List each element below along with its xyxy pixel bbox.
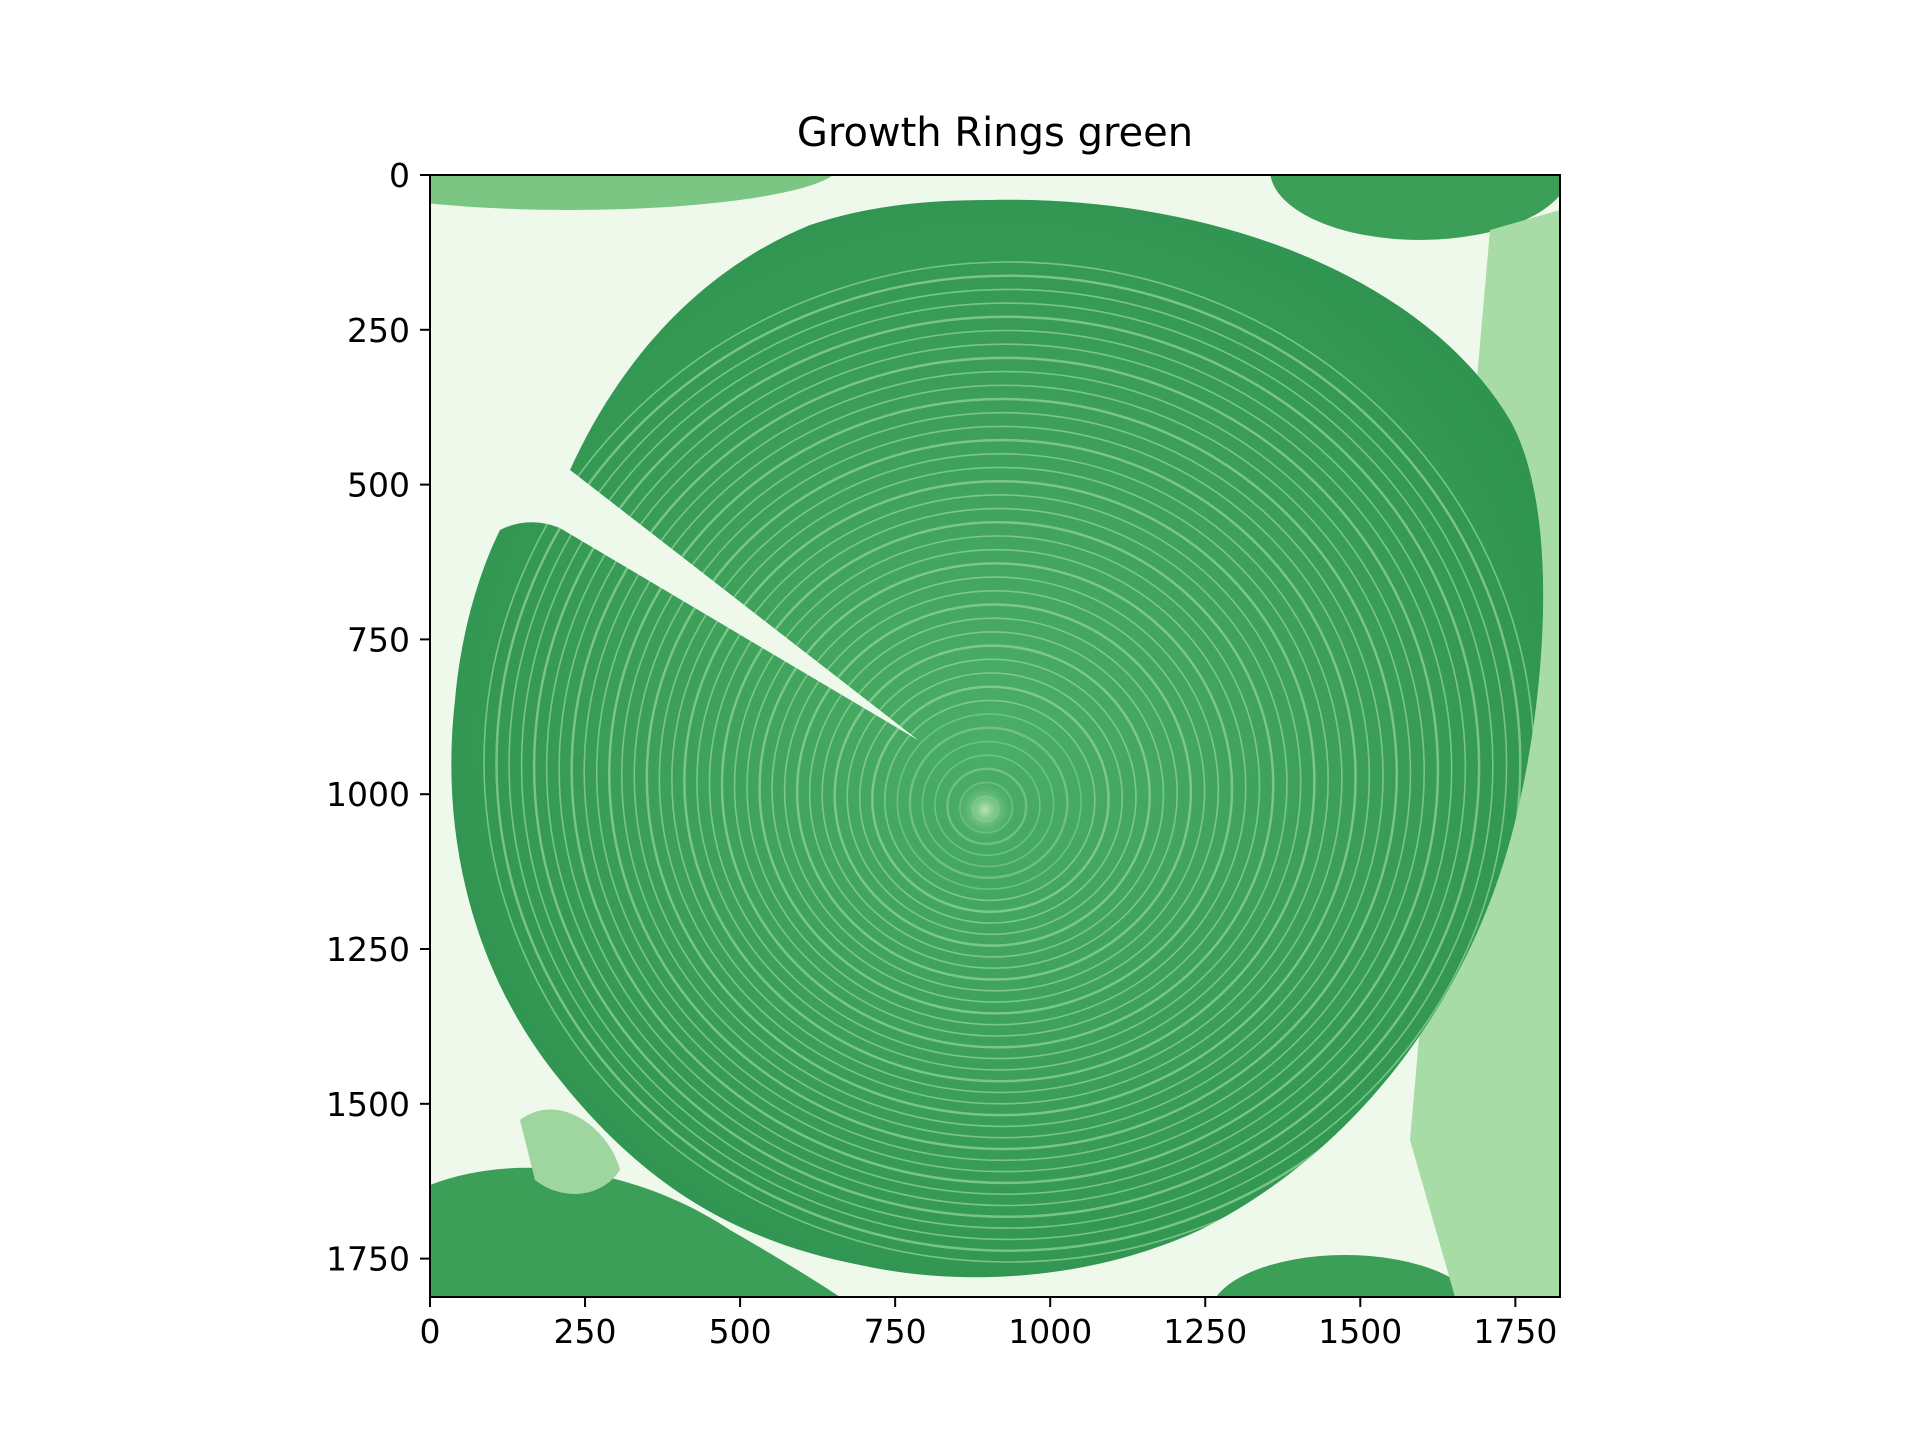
growth-ring: [921, 740, 1055, 868]
growth-ring: [583, 370, 1426, 1173]
x-tick-label: 250: [554, 1312, 617, 1351]
growth-ring: [908, 726, 1069, 880]
growth-ring: [821, 631, 1165, 958]
growth-ring: [683, 479, 1316, 1083]
neighbor-log-top-right: [1270, 175, 1560, 240]
growth-ring: [871, 685, 1110, 913]
growth-ring: [771, 576, 1220, 1003]
growth-ring: [733, 535, 1261, 1037]
growth-ring: [558, 343, 1453, 1196]
axes-frame: [429, 174, 1561, 1298]
growth-ring: [545, 329, 1467, 1207]
log-body: [451, 199, 1544, 1278]
neighbor-log-bottom-right: [1216, 1255, 1474, 1297]
y-tick-label: 1000: [326, 775, 410, 814]
debris-bottom-left: [520, 1109, 620, 1194]
y-tick-label: 750: [347, 620, 410, 659]
growth-ring: [795, 603, 1193, 981]
growth-ring: [645, 438, 1357, 1117]
growth-ring: [783, 589, 1206, 992]
growth-ring: [696, 494, 1302, 1071]
growth-ring: [508, 288, 1508, 1241]
growth-ring: [608, 397, 1398, 1151]
x-tick-label: 1500: [1318, 1312, 1402, 1351]
pith: [953, 778, 1017, 842]
x-tick-label: 1000: [1008, 1312, 1092, 1351]
growth-ring: [708, 507, 1288, 1060]
growth-ring: [808, 617, 1178, 970]
main-log: [451, 199, 1544, 1278]
growth-ring: [758, 562, 1234, 1015]
growth-ring: [934, 754, 1041, 857]
growth-ring: [520, 302, 1494, 1229]
growth-rings: [483, 261, 1535, 1263]
growth-ring: [495, 274, 1522, 1252]
x-tick-label: 500: [709, 1312, 772, 1351]
x-axis: 0 250 500 750 1000 1250 1500 1750: [420, 1297, 1557, 1351]
x-tick-label: 0: [420, 1312, 441, 1351]
growth-ring: [846, 658, 1137, 936]
x-tick-label: 1250: [1163, 1312, 1247, 1351]
y-axis: 0 250 500 750 1000 1250 1500 1750: [326, 156, 430, 1279]
neighbor-log-bottom-left: [430, 1167, 840, 1297]
growth-ring: [570, 356, 1440, 1185]
growth-ring: [720, 521, 1275, 1049]
growth-ring: [746, 548, 1247, 1026]
growth-ring: [633, 425, 1371, 1128]
y-tick-label: 1250: [326, 930, 410, 969]
growth-ring: [833, 644, 1151, 947]
growth-ring: [595, 384, 1412, 1162]
growth-ring: [671, 466, 1329, 1094]
growth-ring: [896, 713, 1082, 890]
neighbor-log-top-left: [430, 175, 834, 210]
y-tick-label: 1750: [326, 1240, 410, 1279]
growth-ring: [883, 699, 1096, 902]
growth-ring: [532, 315, 1481, 1219]
x-tick-label: 750: [864, 1312, 927, 1351]
growth-ring: [946, 767, 1028, 846]
figure-title: Growth Rings green: [797, 110, 1193, 156]
growth-ring: [858, 672, 1124, 924]
x-tick-label: 1750: [1473, 1312, 1557, 1351]
y-tick-label: 1500: [326, 1085, 410, 1124]
radial-crack: [560, 470, 918, 740]
growth-ring: [658, 452, 1343, 1105]
growth-ring: [620, 411, 1384, 1139]
y-tick-label: 250: [347, 311, 410, 350]
y-tick-label: 0: [389, 156, 410, 195]
image-area: [430, 175, 1560, 1297]
y-tick-label: 500: [347, 466, 410, 505]
